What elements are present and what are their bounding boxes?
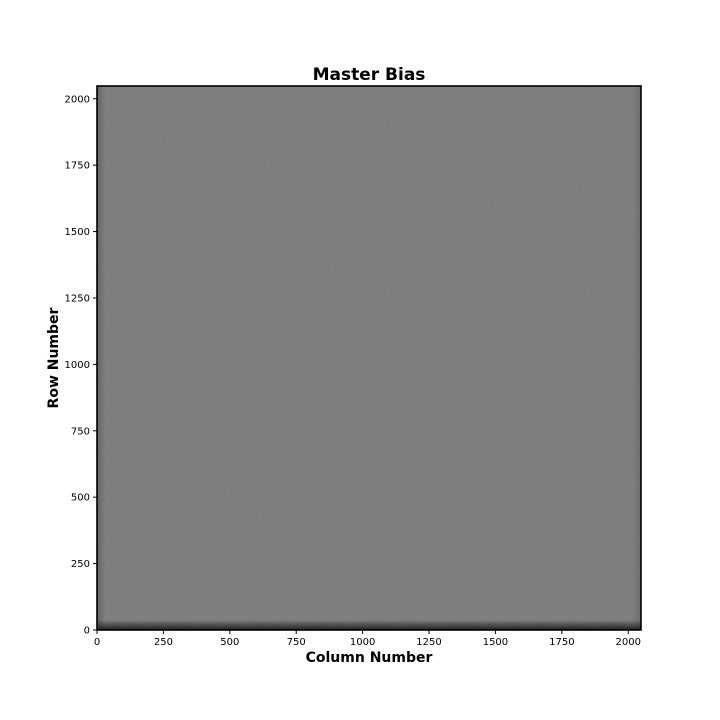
heatmap-left-edge xyxy=(97,86,105,630)
chart-title: Master Bias xyxy=(313,65,426,85)
x-axis-label: Column Number xyxy=(306,650,433,666)
heatmap-grain xyxy=(97,86,641,630)
x-tick-label: 500 xyxy=(220,637,239,648)
x-tick-label: 2000 xyxy=(616,637,641,648)
y-tick-label: 1500 xyxy=(65,227,90,238)
heatmap-bottom-edge xyxy=(97,620,641,630)
y-tick-label: 250 xyxy=(71,559,90,570)
x-axis: 0 250 500 750 1000 1250 1500 1750 2000 xyxy=(94,630,641,648)
y-tick-label: 0 xyxy=(84,626,90,637)
y-axis-label: Row Number xyxy=(46,307,62,408)
y-tick-label: 1250 xyxy=(65,293,90,304)
x-tick-label: 250 xyxy=(154,637,173,648)
y-tick-label: 500 xyxy=(71,493,90,504)
plot-frame xyxy=(96,85,642,631)
x-tick-label: 750 xyxy=(287,637,306,648)
y-tick-label: 1000 xyxy=(65,360,90,371)
x-tick-label: 1500 xyxy=(483,637,508,648)
y-tick-label: 750 xyxy=(71,426,90,437)
heatmap-image xyxy=(97,86,641,630)
x-tick-label: 1250 xyxy=(416,637,441,648)
y-tick-label: 2000 xyxy=(65,94,90,105)
x-tick-label: 1000 xyxy=(350,637,375,648)
heatmap-right-edge xyxy=(633,86,641,630)
y-axis: 0 250 500 750 1000 1250 1500 1750 2000 xyxy=(65,94,97,637)
x-tick-label: 1750 xyxy=(549,637,574,648)
x-tick-label: 0 xyxy=(94,637,100,648)
y-tick-label: 1750 xyxy=(65,161,90,172)
